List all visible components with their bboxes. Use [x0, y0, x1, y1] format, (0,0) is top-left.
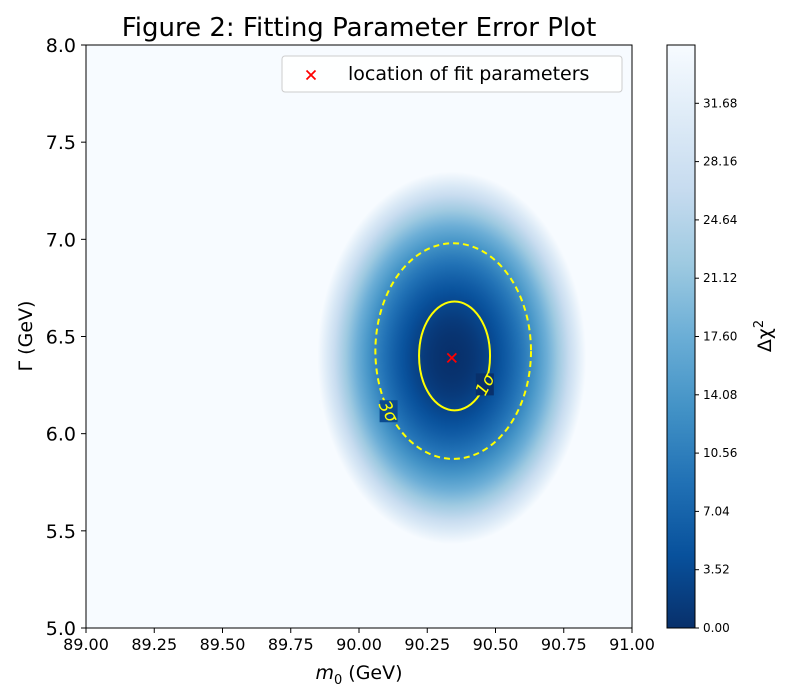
y-tick-label: 5.5	[46, 521, 76, 543]
colorbar-tick-label: 3.52	[703, 563, 730, 577]
y-axis-label: Γ (GeV)	[15, 301, 37, 372]
x-axis-label: m0 (GeV)	[315, 662, 402, 688]
x-axis-label-subscript: 0	[334, 673, 342, 688]
contour-1sigma	[418, 300, 492, 412]
colorbar-tick-label: 14.08	[703, 388, 737, 402]
legend-marker-stroke	[305, 69, 317, 81]
x-tick-label: 90.00	[336, 635, 382, 654]
colorbar-label: Δχ2	[752, 320, 776, 352]
colorbar-label-symbol: Δχ	[754, 328, 776, 352]
legend: location of fit parameters	[281, 55, 623, 93]
colorbar-tick-label: 17.60	[703, 330, 737, 344]
x-tick-label: 90.75	[541, 635, 587, 654]
x-tick-label: 89.25	[131, 635, 177, 654]
x-tick-label: 90.50	[473, 635, 519, 654]
legend-marker	[305, 69, 317, 81]
y-tick-label: 7.5	[46, 132, 76, 154]
y-tick-label: 8.0	[46, 35, 76, 57]
x-tick-label: 89.00	[63, 635, 109, 654]
y-tick-label: 5.0	[46, 618, 76, 640]
best-fit-marker	[446, 352, 457, 364]
legend-marker-x	[305, 69, 317, 81]
colorbar-tick-label: 7.04	[703, 504, 730, 518]
y-tick-label: 6.0	[46, 424, 76, 446]
y-tick-label: 6.5	[46, 327, 76, 349]
colorbar-label-superscript: 2	[752, 320, 767, 328]
colorbar-tick-label: 24.64	[703, 213, 737, 227]
x-tick-label: 89.50	[200, 635, 246, 654]
colorbar-gradient	[667, 45, 695, 628]
y-tick-label: 7.0	[46, 229, 76, 251]
x-axis-label-unit: (GeV)	[342, 662, 402, 684]
contour-label-mask	[475, 373, 494, 396]
x-tick-label: 91.00	[609, 635, 655, 654]
colorbar-tick-label: 31.68	[703, 96, 737, 110]
colorbar: 0.00 3.52 7.04 10.56 14.08 17.60 21.12 24.64 28.…	[666, 44, 776, 635]
legend-entry-fit-location: location of fit parameters	[348, 63, 589, 85]
x-tick-label: 89.75	[268, 635, 314, 654]
colorbar-ticks: 0.00 3.52 7.04 10.56 14.08 17.60 21.12 24.64 28.…	[695, 96, 737, 635]
chart-title: Figure 2: Fitting Parameter Error Plot	[122, 13, 597, 43]
legend-box	[281, 55, 623, 93]
best-fit-marker-stroke	[446, 352, 457, 364]
contour-label-mask	[379, 400, 398, 423]
colorbar-tick-label: 28.16	[703, 155, 737, 169]
y-axis-ticks: 5.0 5.5 6.0 6.5 7.0 7.5 8.0	[46, 35, 86, 640]
x-axis-ticks: 89.00 89.25 89.50 89.75 90.00 90.25 90.50 90.75…	[63, 628, 655, 654]
colorbar-tick-label: 10.56	[703, 446, 737, 460]
contour-3sigma	[374, 242, 532, 460]
x-tick-label: 90.25	[404, 635, 450, 654]
x-axis-label-symbol: m	[315, 662, 334, 684]
colorbar-tick-label: 0.00	[703, 621, 730, 635]
colorbar-tick-label: 21.12	[703, 271, 737, 285]
